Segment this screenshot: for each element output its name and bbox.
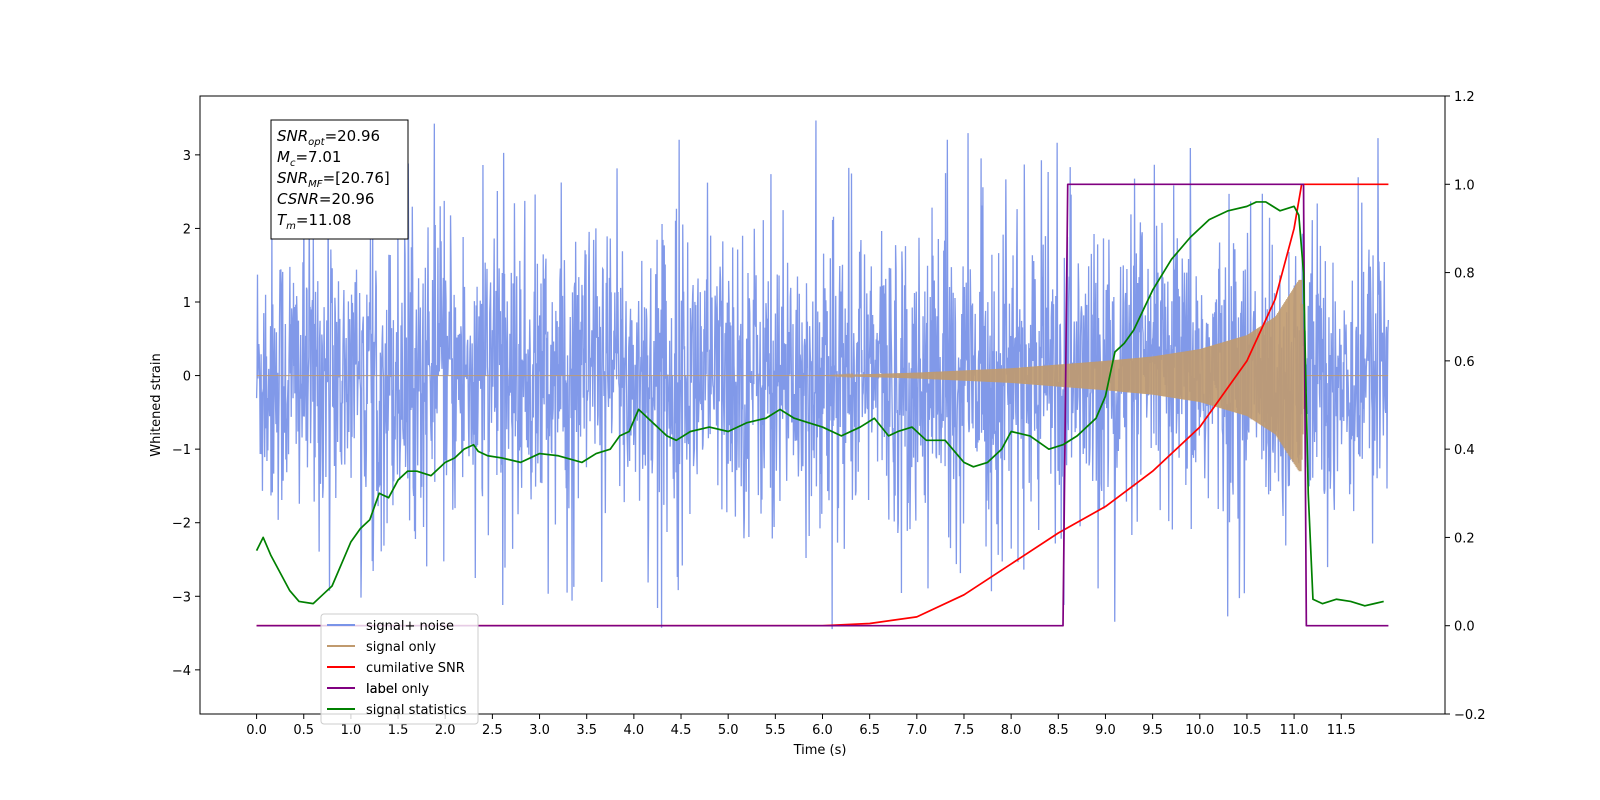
x-tick-label: 7.5 bbox=[954, 723, 975, 738]
x-tick-label: 4.5 bbox=[671, 723, 692, 738]
x-tick-label: 2.0 bbox=[435, 723, 456, 738]
annotation-line: CSNR=20.96 bbox=[277, 190, 374, 208]
x-tick-label: 8.5 bbox=[1048, 723, 1069, 738]
x-tick-label: 6.5 bbox=[859, 723, 880, 738]
series-signal-only-line bbox=[256, 279, 1389, 472]
y2-tick-label: 1.2 bbox=[1454, 90, 1475, 105]
legend-label-signal-noise: signal+ noise bbox=[366, 619, 454, 634]
x-tick-label: 6.0 bbox=[812, 723, 833, 738]
x-tick-label: 2.5 bbox=[482, 723, 503, 738]
y2-tick-label: 0.4 bbox=[1454, 443, 1475, 458]
x-tick-label: 5.0 bbox=[718, 723, 739, 738]
x-tick-label: 11.0 bbox=[1280, 723, 1309, 738]
y2-tick-label: 0.8 bbox=[1454, 267, 1475, 282]
legend-label-cumilative-snr: cumilative SNR bbox=[366, 661, 465, 676]
series-cumilative-snr-line bbox=[256, 183, 1389, 627]
x-tick-label: 9.0 bbox=[1095, 723, 1116, 738]
y-tick-label: −1 bbox=[172, 443, 191, 458]
y2-tick-label: 0.2 bbox=[1454, 531, 1475, 546]
x-tick-label: 10.5 bbox=[1232, 723, 1261, 738]
series-signal-statistics-line bbox=[255, 201, 1384, 607]
series-label-line bbox=[256, 183, 1389, 627]
annotation-box: SNRopt=20.96Mc=7.01SNRMF=[20.76]CSNR=20.… bbox=[270, 119, 409, 240]
y-tick-label: −3 bbox=[172, 590, 191, 605]
x-tick-label: 4.0 bbox=[624, 723, 645, 738]
legend: signal+ noise signal only cumilative SNR la… bbox=[320, 613, 479, 725]
y2-tick-label: −0.2 bbox=[1454, 708, 1486, 723]
series-layer bbox=[255, 120, 1389, 630]
x-tick-label: 1.5 bbox=[388, 723, 409, 738]
y2-tick-label: 0.0 bbox=[1454, 620, 1475, 635]
y-axis-title: Whitened strain bbox=[149, 353, 164, 456]
legend-label-label-only: label only bbox=[366, 682, 429, 697]
legend-frame bbox=[320, 613, 479, 725]
legend-label-signal-only: signal only bbox=[366, 640, 436, 655]
annotation-line: SNRMF=[20.76] bbox=[277, 169, 390, 190]
legend-label-label: label bbox=[366, 682, 397, 697]
x-tick-label: 0.0 bbox=[246, 723, 267, 738]
annotation-line: SNRopt=20.96 bbox=[277, 127, 380, 148]
axes-layer: 0.0 0.5 1.0 1.5 2.0 2.5 3.0 3.5 4.0 4.5 5.0 5.5 6.0 6… bbox=[172, 90, 1486, 738]
x-axis-title: Time (s) bbox=[793, 743, 847, 758]
y2-tick-label: 0.6 bbox=[1454, 355, 1475, 370]
x-tick-label: 10.0 bbox=[1185, 723, 1214, 738]
annotation-line: Tm=11.08 bbox=[277, 211, 351, 232]
x-tick-label: 11.5 bbox=[1327, 723, 1356, 738]
y-tick-label: 3 bbox=[183, 149, 191, 164]
x-tick-label: 7.0 bbox=[906, 723, 927, 738]
x-tick-label: 5.5 bbox=[765, 723, 786, 738]
x-tick-label: 3.5 bbox=[576, 723, 597, 738]
x-tick-label: 8.0 bbox=[1001, 723, 1022, 738]
x-tick-label: 0.5 bbox=[293, 723, 314, 738]
y-tick-label: 0 bbox=[183, 370, 191, 385]
y-tick-label: −2 bbox=[172, 517, 191, 532]
x-tick-label: 1.0 bbox=[341, 723, 362, 738]
y2-tick-label: 1.0 bbox=[1454, 178, 1475, 193]
x-tick-label: 3.0 bbox=[529, 723, 550, 738]
legend-label-signal-statistics: signal statistics bbox=[366, 703, 467, 718]
y-tick-label: 2 bbox=[183, 222, 191, 237]
y-tick-label: 1 bbox=[183, 296, 191, 311]
y-tick-label: −4 bbox=[172, 664, 191, 679]
x-tick-label: 9.5 bbox=[1142, 723, 1163, 738]
annotation-frame bbox=[270, 119, 409, 240]
annotation-line: Mc=7.01 bbox=[277, 148, 341, 169]
